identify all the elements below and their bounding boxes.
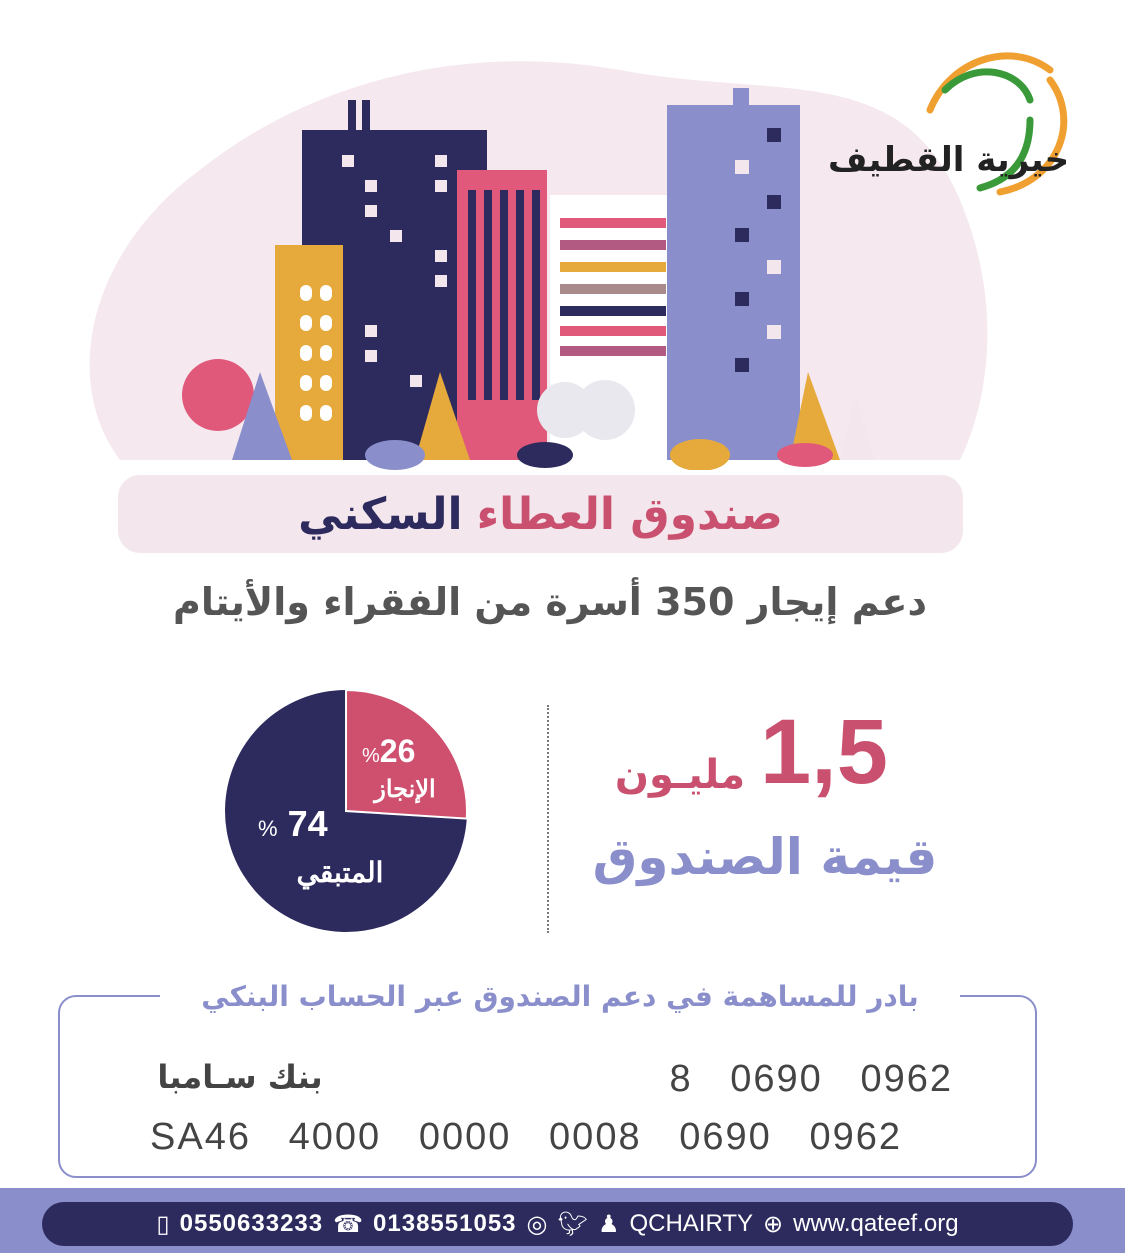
website-link[interactable]: www.qateef.org (793, 1210, 959, 1237)
title-part1: صندوق العطاء (476, 488, 783, 540)
iban: SA46 4000 0000 0008 0690 0962 (150, 1116, 902, 1158)
globe-icon: ⊕ (763, 1210, 784, 1238)
pie-slice-achieved (345, 688, 468, 820)
snapchat-icon: ♟ (597, 1210, 620, 1238)
phone-icon: ☎ (333, 1210, 364, 1238)
page-title: صندوق العطاء السكني (118, 475, 963, 553)
twitter-icon: 🐦︎ (557, 1210, 588, 1238)
achieved-label: الإنجاز (374, 776, 436, 803)
phone-number[interactable]: 0138551053 (373, 1210, 517, 1237)
remaining-percent: % 74 (258, 803, 328, 844)
title-part2: السكني (298, 488, 463, 540)
fund-unit: مليـون (614, 752, 746, 798)
bank-name: بنك سـامبا (157, 1058, 323, 1096)
fund-label: قيمة الصندوق (592, 828, 938, 886)
fund-value: 1,5 (760, 701, 888, 803)
account-number: 8 0690 0962 (669, 1058, 953, 1100)
contact-bar: ▯ 0550633233 ☎ 0138551053 ◎ 🐦︎ ♟ QCHAIRT… (42, 1202, 1073, 1246)
city-illustration (89, 52, 1068, 470)
subtitle: دعم إيجار 350 أسرة من الفقراء والأيتام (173, 580, 927, 624)
building-lavender (667, 105, 800, 460)
divider (547, 705, 549, 933)
social-handle[interactable]: QCHAIRTY (629, 1210, 754, 1237)
mobile-icon: ▯ (156, 1210, 170, 1238)
instagram-icon: ◎ (526, 1210, 548, 1238)
bank-legend: بادر للمساهمة في دعم الصندوق عبر الحساب … (160, 980, 960, 1013)
progress-pie-chart (224, 688, 468, 932)
remaining-label: المتبقي (296, 857, 384, 888)
logo-mark (926, 52, 1068, 196)
logo-text: خيرية القطيف (828, 140, 1070, 180)
achieved-percent: %26 (362, 733, 416, 769)
mobile-number[interactable]: 0550633233 (179, 1210, 324, 1237)
